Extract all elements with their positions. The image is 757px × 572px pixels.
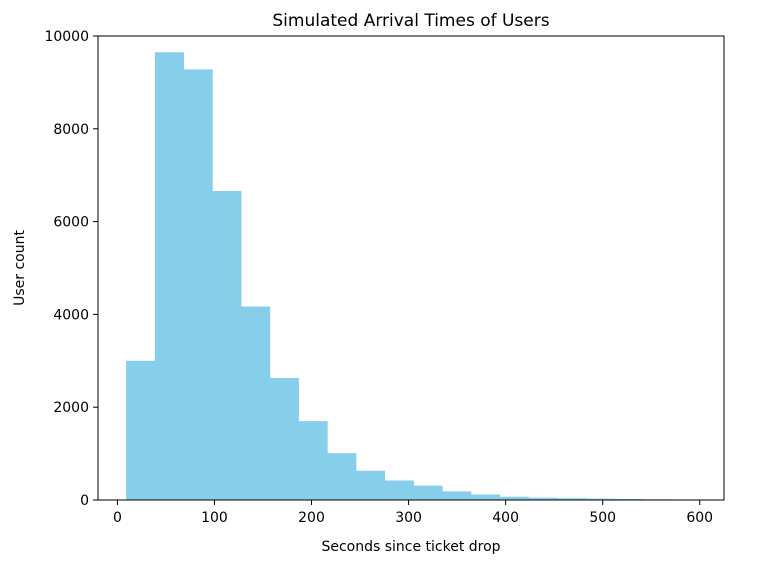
histogram-bar [241, 306, 271, 500]
y-tick-label: 6000 [53, 215, 89, 231]
histogram-bar [528, 497, 558, 500]
x-tick-label: 0 [113, 510, 122, 526]
histogram-bar [355, 470, 386, 500]
y-axis-label: User count [12, 230, 28, 306]
histogram-bar [269, 377, 299, 500]
x-tick-label: 300 [395, 510, 422, 526]
x-axis-label: Seconds since ticket drop [321, 539, 500, 555]
x-tick-label: 600 [686, 510, 713, 526]
histogram-bar [384, 480, 414, 500]
plot-frame [97, 35, 725, 501]
histogram-bar [413, 485, 443, 500]
x-axis-ticks: 0 100 200 300 400 500 600 [113, 500, 713, 526]
chart-title: Simulated Arrival Times of Users [272, 11, 549, 31]
x-tick-label: 100 [201, 510, 228, 526]
histogram-bars [126, 52, 702, 501]
histogram-bar [499, 496, 529, 500]
x-tick-label: 500 [589, 510, 616, 526]
histogram-bar [470, 494, 501, 500]
y-tick-label: 4000 [53, 307, 89, 323]
x-tick-label: 200 [298, 510, 325, 526]
histogram-bar [298, 421, 328, 500]
x-tick-label: 400 [492, 510, 519, 526]
histogram-bar [126, 360, 156, 500]
histogram-bar [557, 498, 587, 500]
histogram-bar [183, 69, 213, 501]
y-axis-ticks: 0 2000 4000 6000 8000 10000 [44, 29, 98, 509]
y-tick-label: 8000 [53, 122, 89, 138]
histogram-bar [327, 453, 357, 500]
y-tick-label: 2000 [53, 400, 89, 416]
y-tick-label: 10000 [44, 29, 89, 45]
histogram-bar [585, 498, 615, 500]
y-tick-label: 0 [80, 493, 89, 509]
histogram-bar [212, 190, 242, 500]
histogram-bar [154, 52, 185, 501]
histogram-bar [442, 491, 472, 500]
